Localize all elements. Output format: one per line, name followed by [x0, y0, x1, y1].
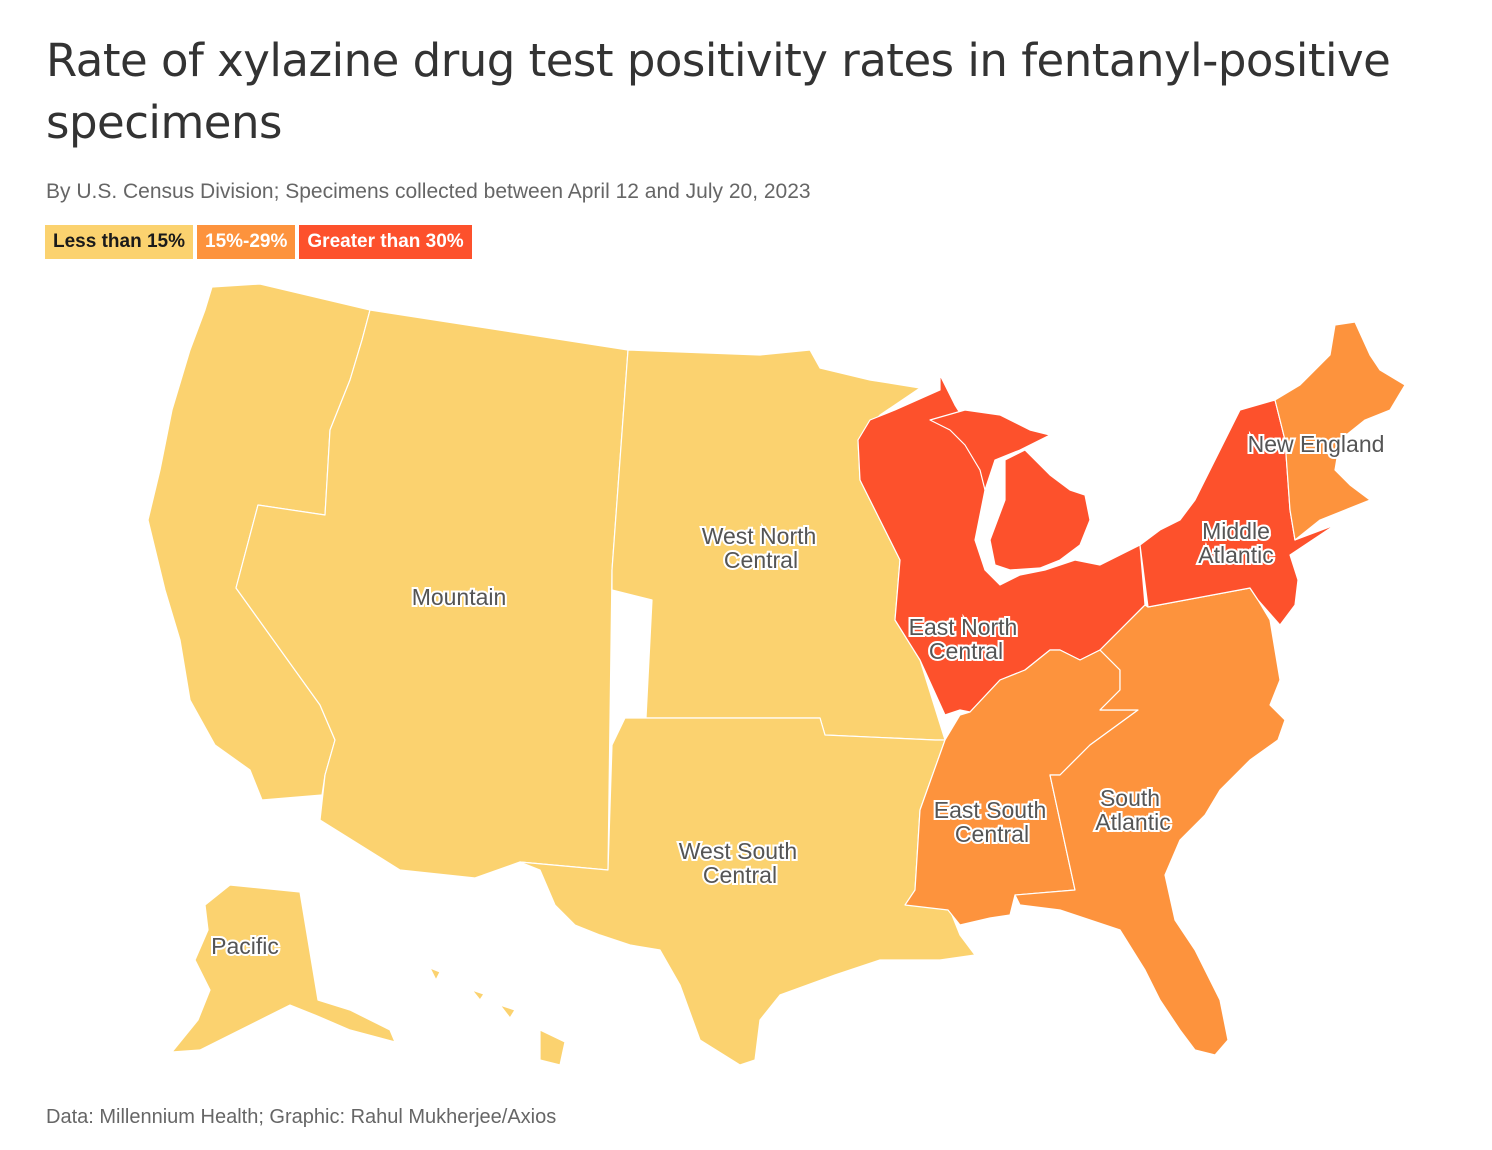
- legend: Less than 15% 15%-29% Greater than 30%: [45, 225, 472, 259]
- region-label-west-south-central-1: West South: [679, 838, 797, 864]
- region-pacific-alaska: [171, 884, 396, 1053]
- region-label-new-england: New England: [1248, 431, 1385, 457]
- region-label-east-north-central-1: East North: [909, 614, 1018, 640]
- region-label-west-north-central-1: West North: [702, 523, 817, 549]
- legend-item-mid: 15%-29%: [197, 225, 296, 259]
- region-label-south-atlantic-1: South: [1100, 785, 1160, 811]
- region-label-south-atlantic-2: Atlantic: [1095, 809, 1170, 835]
- region-label-east-south-central-1: East South: [934, 797, 1047, 823]
- legend-item-low: Less than 15%: [45, 225, 193, 259]
- region-label-middle-atlantic-1: Middle: [1202, 518, 1270, 544]
- region-label-middle-atlantic-2: Atlantic: [1198, 542, 1273, 568]
- region-label-pacific: Pacific: [211, 933, 279, 959]
- region-east-north-central-michigan: [929, 409, 1091, 571]
- region-new-england: [1274, 321, 1406, 541]
- region-label-west-south-central-2: Central: [703, 862, 777, 888]
- region-south-atlantic: [1014, 587, 1286, 1056]
- region-label-mountain: Mountain: [412, 584, 507, 610]
- chart-subtitle: By U.S. Census Division; Specimens colle…: [46, 180, 811, 203]
- chart-title: Rate of xylazine drug test positivity ra…: [46, 34, 1391, 149]
- region-label-east-south-central-2: Central: [955, 821, 1029, 847]
- region-pacific-hawaii: [429, 967, 566, 1066]
- us-census-division-map: Pacific Mountain West North Central West…: [147, 283, 1406, 1066]
- region-mountain: [235, 309, 629, 879]
- region-label-east-north-central-2: Central: [929, 638, 1003, 664]
- legend-item-high: Greater than 30%: [299, 225, 472, 259]
- source-note: Data: Millennium Health; Graphic: Rahul …: [46, 1106, 557, 1128]
- region-label-west-north-central-2: Central: [724, 547, 798, 573]
